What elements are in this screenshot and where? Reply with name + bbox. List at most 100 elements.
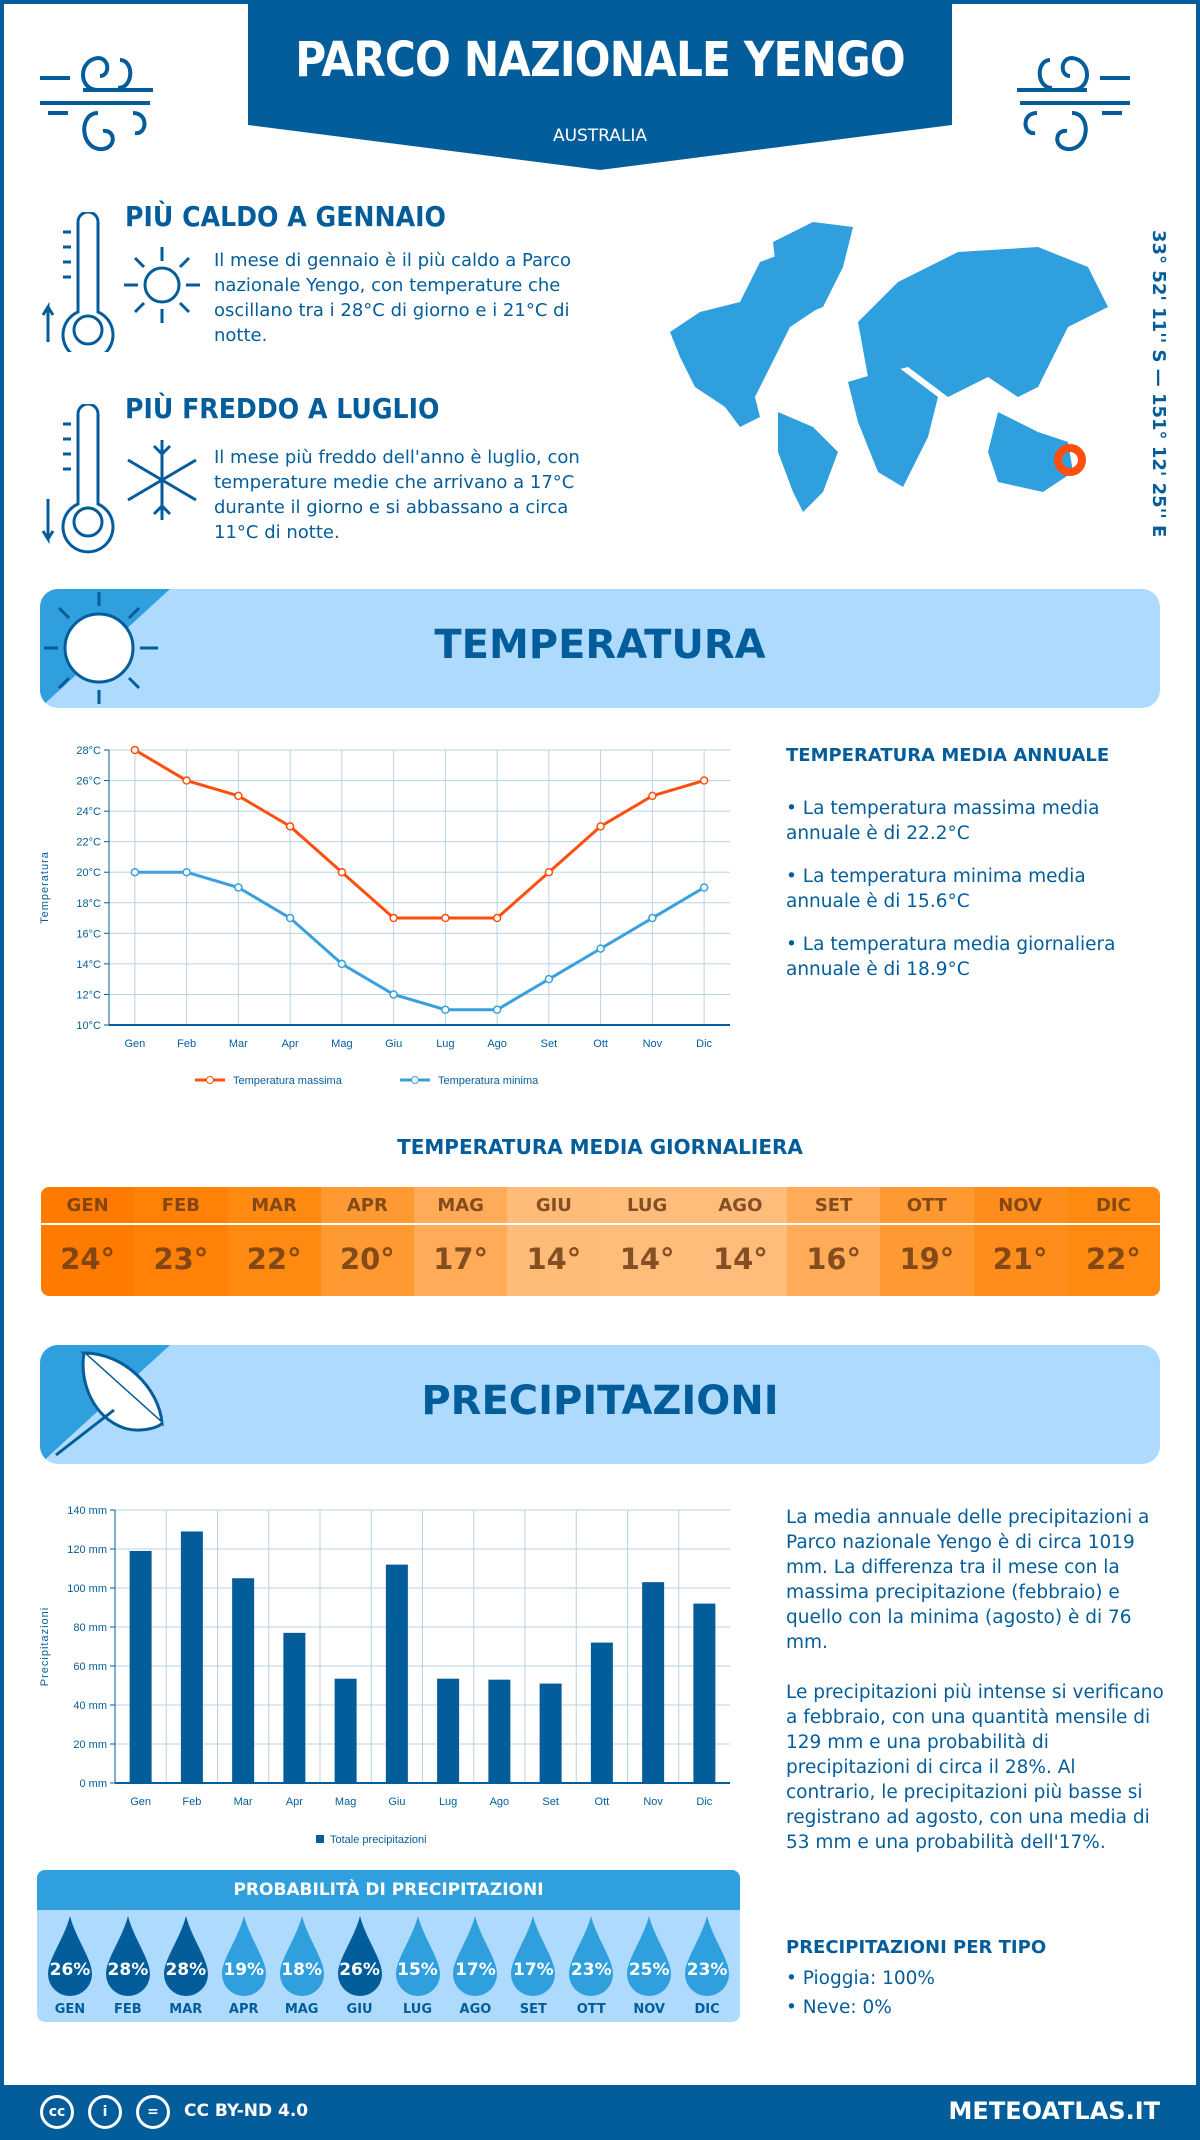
month-label: NOV: [633, 2002, 665, 2017]
month-label: FEB: [114, 2002, 142, 2017]
probability-value: 28%: [107, 1960, 149, 1980]
month-label: APR: [320, 1187, 414, 1225]
precipitation-title: PRECIPITAZIONI: [421, 1378, 779, 1424]
raindrop-icon: [511, 1916, 556, 1996]
y-tick-label: 22°C: [76, 837, 101, 849]
daily-temp-cell: DIC 22°: [1066, 1187, 1160, 1296]
probability-value: 28%: [165, 1960, 207, 1980]
wind-icon: [40, 55, 153, 151]
month-label: LUG: [600, 1187, 694, 1225]
data-point: [441, 1005, 450, 1014]
month-label: SET: [787, 1187, 881, 1225]
legend-label: Totale precipitazioni: [330, 1834, 427, 1846]
probability-drop: 23% DIC: [678, 1910, 736, 2022]
greenland: [773, 222, 853, 317]
probability-drop: 28% FEB: [99, 1910, 157, 2022]
hottest-text: Il mese di gennaio è il più caldo a Parc…: [214, 250, 571, 346]
eurasia: [858, 247, 1108, 397]
x-tick-label: Giu: [388, 1796, 405, 1808]
temp-value: 23°: [153, 1242, 209, 1276]
probability-drop: 25% NOV: [620, 1910, 678, 2022]
daily-temp-cell: NOV 21°: [973, 1187, 1067, 1296]
footer: cc i = CC BY-ND 4.0 METEOATLAS.IT: [0, 2085, 1200, 2140]
month-label: APR: [228, 2002, 259, 2017]
month-label: AGO: [693, 1187, 787, 1225]
temp-value: 19°: [899, 1242, 955, 1276]
bar: [488, 1679, 511, 1783]
location-marker: [1054, 444, 1086, 476]
data-point: [441, 913, 450, 923]
temp-value: 16°: [806, 1242, 862, 1276]
month-label: MAR: [227, 1187, 321, 1225]
daily-temp-cell: AGO 14°: [693, 1187, 787, 1296]
probability-value: 23%: [570, 1960, 612, 1980]
month-label: GEN: [41, 1187, 135, 1225]
raindrop-icon: [279, 1916, 324, 1996]
data-point: [337, 867, 347, 877]
probability-value: 18%: [281, 1960, 322, 1980]
data-point: [337, 959, 347, 969]
y-tick-label: 60 mm: [73, 1661, 107, 1673]
temp-value: 14°: [619, 1242, 675, 1276]
probability-drop: 23% OTT: [562, 1910, 620, 2022]
month-label: OTT: [576, 2002, 606, 2017]
thermometer-hot-icon: [41, 212, 115, 352]
x-tick-label: Set: [542, 1796, 559, 1808]
data-point: [234, 883, 243, 892]
data-point: [130, 867, 140, 877]
y-tick-label: 20 mm: [73, 1739, 107, 1751]
bar: [693, 1603, 716, 1783]
raindrop-icon: [105, 1916, 150, 1996]
y-tick-label: 28°C: [76, 745, 101, 757]
annual-max: • La temperatura massima media annuale è…: [786, 798, 1100, 844]
bar: [232, 1578, 255, 1783]
daily-temp-cell: GEN 24°: [41, 1187, 135, 1296]
y-tick-label: 18°C: [76, 898, 101, 910]
data-point: [285, 913, 295, 923]
data-point: [648, 791, 657, 801]
series-line-min: [134, 870, 705, 1012]
temp-value: 17°: [433, 1242, 489, 1276]
series-line-max: [134, 748, 705, 920]
temp-value: 22°: [1085, 1242, 1141, 1276]
australia: [988, 412, 1073, 492]
precip-types: PRECIPITAZIONI PER TIPO • Pioggia: 100% …: [786, 1937, 1166, 2038]
y-tick-label: 12°C: [76, 989, 101, 1001]
x-tick-label: Nov: [643, 1796, 663, 1808]
data-point: [182, 776, 191, 785]
precip-para-2: Le precipitazioni più intense si verific…: [786, 1682, 1164, 1853]
site-link[interactable]: METEOATLAS.IT: [948, 2097, 1160, 2125]
daily-temp-cell: OTT 19°: [880, 1187, 974, 1296]
probability-value: 15%: [397, 1960, 438, 1980]
probability-value: 19%: [223, 1960, 265, 1980]
x-tick-label: Mar: [229, 1038, 248, 1050]
month-label: LUG: [402, 2002, 433, 2017]
month-label: DIC: [694, 2002, 720, 2017]
rain-share: • Pioggia: 100%: [786, 1968, 935, 1989]
daily-temp-cell: APR 20°: [320, 1187, 414, 1296]
probability-drop: 18% MAG: [273, 1910, 331, 2022]
data-point: [544, 974, 554, 984]
y-tick-label: 26°C: [76, 776, 101, 788]
raindrop-icon: [453, 1916, 498, 1996]
temp-value: 21°: [992, 1242, 1048, 1276]
page-title: PARCO NAZIONALE YENGO: [295, 32, 905, 88]
hottest-title: PIÙ CALDO A GENNAIO: [125, 200, 446, 233]
bar: [283, 1632, 306, 1783]
probability-drop: 26% GIU: [331, 1910, 389, 2022]
y-tick-label: 20°C: [76, 867, 101, 879]
y-tick-label: 10°C: [76, 1020, 101, 1032]
month-label: AGO: [459, 2002, 492, 2017]
data-point: [492, 913, 502, 923]
x-tick-label: Apr: [282, 1038, 299, 1050]
attribution-icon: i: [88, 2095, 122, 2129]
x-tick-label: Apr: [286, 1796, 303, 1808]
raindrop-icon: [685, 1916, 730, 1996]
bar: [334, 1678, 357, 1783]
data-point: [648, 913, 657, 923]
bar: [590, 1642, 613, 1783]
x-tick-label: Lug: [436, 1038, 454, 1050]
month-label: GIU: [346, 2002, 373, 2017]
data-point: [492, 1005, 502, 1014]
x-tick-label: Set: [541, 1038, 558, 1050]
